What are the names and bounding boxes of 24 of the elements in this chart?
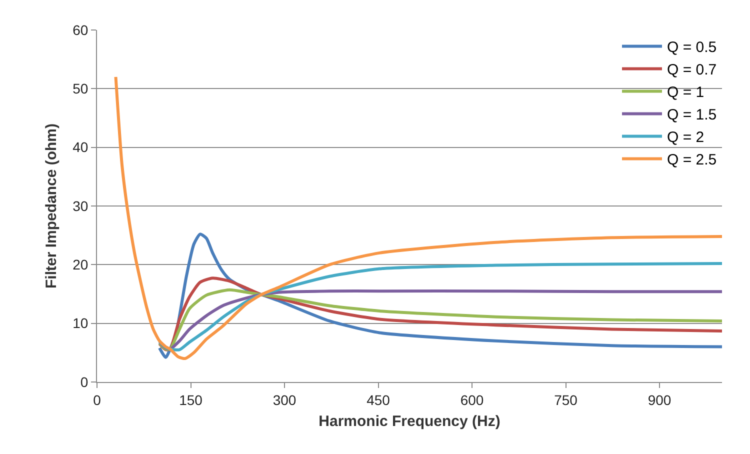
y-tick-label: 0 — [80, 374, 88, 390]
y-tick-label: 40 — [72, 139, 88, 156]
legend-label: Q = 2 — [667, 129, 704, 146]
line-series — [158, 262, 722, 352]
legend-label: Q = 2.5 — [667, 152, 717, 169]
legend-label: Q = 1 — [667, 84, 704, 102]
legend-label: Q = 0.5 — [667, 39, 717, 56]
x-tick-label: 0 — [93, 392, 102, 408]
y-tick-label: 50 — [72, 80, 88, 97]
x-tick-label: 900 — [648, 392, 672, 408]
legend-label: Q = 0.7 — [667, 62, 717, 79]
x-tick-label: 150 — [179, 392, 203, 408]
x-tick-label: 600 — [460, 392, 484, 408]
y-tick-label: 10 — [72, 315, 88, 332]
x-axis-title: Harmonic Frequency (Hz) — [318, 412, 500, 430]
legend-label: Q = 1.5 — [667, 106, 717, 124]
y-tick-label: 60 — [72, 22, 88, 38]
x-tick-label: 300 — [272, 392, 296, 408]
line-series — [158, 276, 722, 352]
x-tick-label: 450 — [366, 392, 390, 408]
y-tick-label: 30 — [72, 198, 88, 214]
x-tick-label: 750 — [554, 392, 578, 408]
y-tick-label: 20 — [72, 256, 88, 273]
y-axis-title: Filter Impedance (ohm) — [42, 123, 60, 289]
